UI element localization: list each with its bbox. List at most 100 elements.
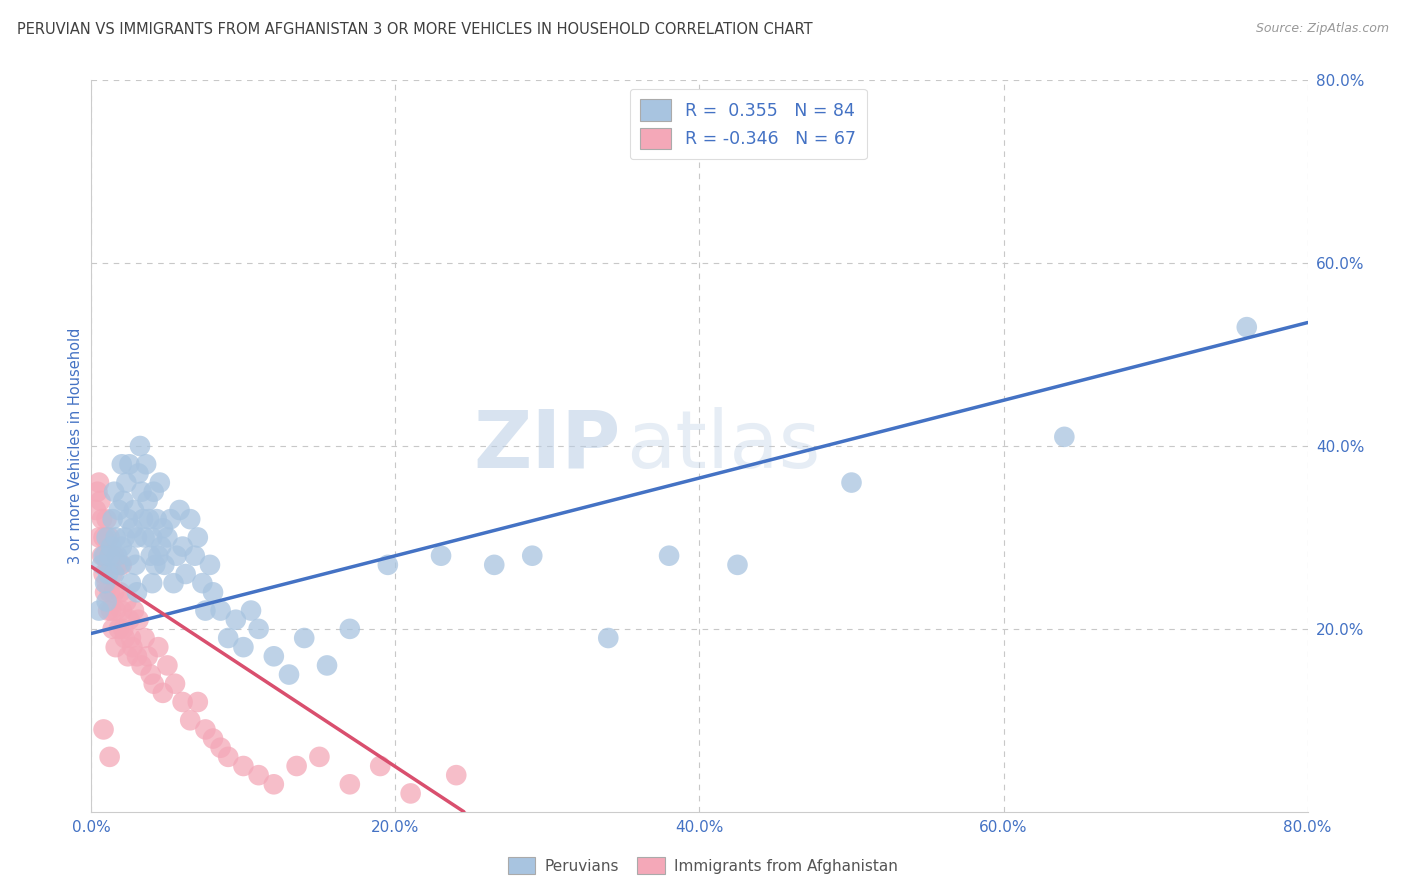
Point xyxy=(87,530,110,544)
Point xyxy=(125,530,148,544)
Point xyxy=(339,622,361,636)
Point xyxy=(96,512,118,526)
Point xyxy=(156,530,179,544)
Point xyxy=(97,567,120,582)
Point xyxy=(125,649,148,664)
Point xyxy=(120,576,142,591)
Point xyxy=(209,740,232,755)
Point xyxy=(658,549,681,563)
Point xyxy=(111,458,134,472)
Point xyxy=(111,603,134,617)
Point xyxy=(120,631,142,645)
Point xyxy=(139,549,162,563)
Point xyxy=(98,549,121,563)
Point xyxy=(1053,430,1076,444)
Point xyxy=(91,558,114,572)
Point xyxy=(107,503,129,517)
Point xyxy=(103,549,125,563)
Point xyxy=(107,622,129,636)
Point xyxy=(98,749,121,764)
Point xyxy=(93,723,115,737)
Point xyxy=(93,549,115,563)
Point xyxy=(112,493,135,508)
Point xyxy=(285,759,308,773)
Point xyxy=(162,576,184,591)
Point xyxy=(339,777,361,791)
Point xyxy=(131,484,153,499)
Point xyxy=(103,585,125,599)
Point xyxy=(101,622,124,636)
Point xyxy=(122,503,145,517)
Point xyxy=(96,576,118,591)
Point xyxy=(121,640,143,655)
Point xyxy=(96,594,118,608)
Point xyxy=(187,695,209,709)
Point xyxy=(115,475,138,490)
Point xyxy=(377,558,399,572)
Point xyxy=(194,603,217,617)
Point xyxy=(152,521,174,535)
Point xyxy=(444,768,467,782)
Point xyxy=(278,667,301,681)
Point xyxy=(128,613,150,627)
Point xyxy=(87,603,110,617)
Point xyxy=(129,439,152,453)
Point xyxy=(118,549,141,563)
Point xyxy=(1236,320,1258,334)
Point xyxy=(148,640,170,655)
Legend: R =  0.355   N = 84, R = -0.346   N = 67: R = 0.355 N = 84, R = -0.346 N = 67 xyxy=(630,89,866,159)
Point xyxy=(94,576,117,591)
Point xyxy=(484,558,506,572)
Point xyxy=(187,530,209,544)
Point xyxy=(104,530,127,544)
Point xyxy=(598,631,620,645)
Point xyxy=(117,649,139,664)
Point xyxy=(191,576,214,591)
Point xyxy=(110,585,132,599)
Point xyxy=(128,467,150,481)
Point xyxy=(148,549,170,563)
Point xyxy=(142,676,165,690)
Point xyxy=(110,558,132,572)
Point xyxy=(105,558,128,572)
Point xyxy=(93,530,115,544)
Point xyxy=(149,475,172,490)
Point xyxy=(150,540,173,554)
Point xyxy=(263,649,285,664)
Point xyxy=(121,521,143,535)
Point xyxy=(430,549,453,563)
Point xyxy=(136,649,159,664)
Point xyxy=(174,567,197,582)
Point xyxy=(225,613,247,627)
Point xyxy=(134,530,156,544)
Point xyxy=(727,558,749,572)
Text: atlas: atlas xyxy=(627,407,821,485)
Point xyxy=(111,540,134,554)
Point xyxy=(117,512,139,526)
Point xyxy=(247,768,270,782)
Point xyxy=(172,695,194,709)
Point xyxy=(143,558,166,572)
Point xyxy=(89,493,111,508)
Point xyxy=(94,549,117,563)
Point xyxy=(139,667,162,681)
Point xyxy=(159,512,181,526)
Point xyxy=(217,631,239,645)
Point xyxy=(166,549,188,563)
Point xyxy=(100,540,122,554)
Point xyxy=(209,603,232,617)
Point xyxy=(179,714,201,728)
Point xyxy=(84,503,107,517)
Point xyxy=(114,530,136,544)
Point xyxy=(94,585,117,599)
Point xyxy=(247,622,270,636)
Point xyxy=(104,603,127,617)
Point xyxy=(114,631,136,645)
Point xyxy=(112,622,135,636)
Point xyxy=(86,484,108,499)
Point xyxy=(97,558,120,572)
Point xyxy=(134,631,156,645)
Point xyxy=(111,558,134,572)
Point xyxy=(138,512,160,526)
Point xyxy=(217,749,239,764)
